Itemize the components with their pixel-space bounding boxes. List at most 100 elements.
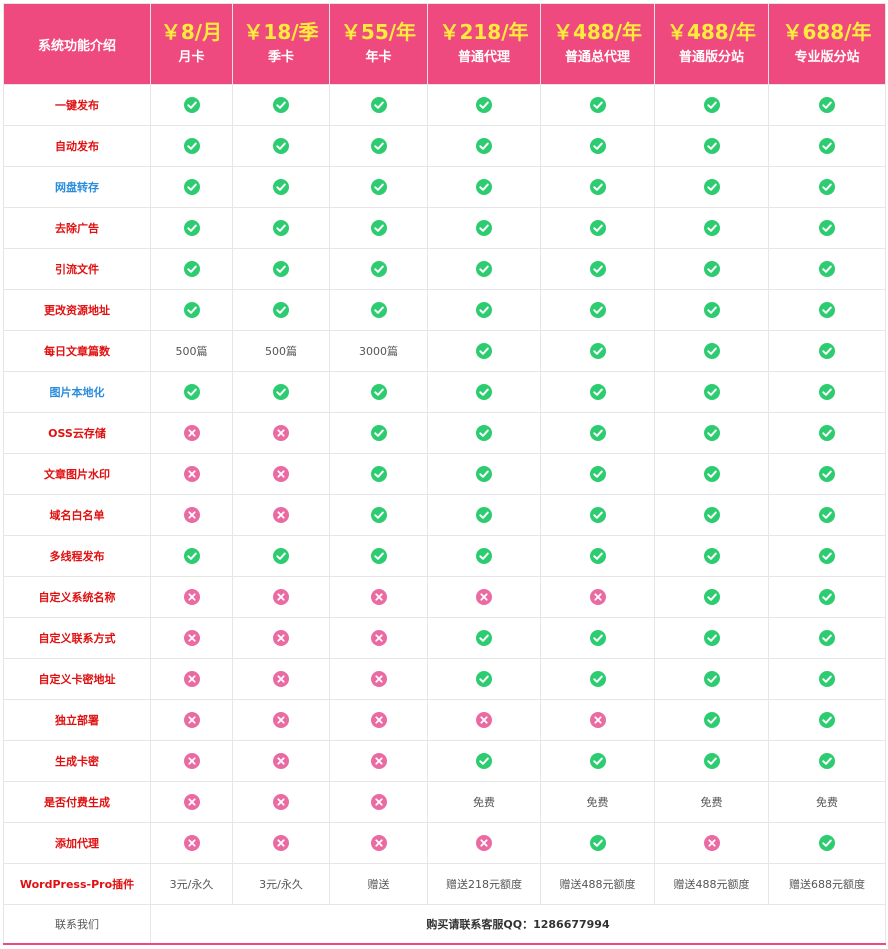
table-cell: 赠送 [329, 863, 428, 905]
table-row: 自定义系统名称 [3, 576, 886, 618]
table-cell [427, 576, 541, 618]
table-cell [427, 535, 541, 577]
check-icon [370, 507, 387, 523]
plan-name: 普通总代理 [564, 50, 630, 65]
cell-text: 免费 [473, 796, 495, 809]
check-icon [273, 302, 289, 318]
check-icon [370, 384, 387, 400]
table-cell [654, 289, 769, 331]
check-icon [703, 384, 720, 400]
check-icon [476, 261, 492, 277]
check-icon [703, 548, 720, 564]
table-cell [540, 576, 655, 618]
table-cell [540, 494, 655, 536]
feature-label: 自定义系统名称 [3, 576, 151, 618]
table-cell [654, 699, 769, 741]
table-cell [232, 494, 330, 536]
table-cell [540, 658, 655, 700]
table-cell [427, 453, 541, 495]
contact-label: 联系我们 [3, 904, 151, 945]
check-icon [273, 384, 289, 400]
check-icon [589, 220, 606, 236]
table-cell: 赠送488元额度 [654, 863, 769, 905]
cross-icon [370, 794, 387, 810]
cross-icon [273, 466, 289, 482]
check-icon [183, 548, 200, 564]
feature-label: WordPress-Pro插件 [3, 863, 151, 905]
check-icon [819, 548, 835, 564]
check-icon [589, 384, 606, 400]
cell-text: 免费 [700, 796, 723, 809]
table-cell [232, 740, 330, 782]
check-icon [370, 97, 387, 113]
check-icon [589, 302, 606, 318]
table-cell [329, 617, 428, 659]
table-cell [427, 371, 541, 413]
table-cell [427, 412, 541, 454]
check-icon [370, 261, 387, 277]
table-cell [768, 207, 886, 249]
table-cell [540, 617, 655, 659]
table-cell [232, 248, 330, 290]
plan-price: ￥488/年 [552, 20, 643, 44]
check-icon [703, 261, 720, 277]
check-icon [476, 630, 492, 646]
table-cell [150, 412, 233, 454]
cross-icon [589, 712, 606, 728]
cross-icon [273, 671, 289, 687]
cross-icon [183, 835, 200, 851]
cross-icon [273, 425, 289, 441]
table-cell [150, 822, 233, 864]
table-cell [654, 371, 769, 413]
table-cell [427, 658, 541, 700]
table-cell: 赠送688元额度 [768, 863, 886, 905]
table-row: 每日文章篇数 500篇 500篇 3000篇 [3, 330, 886, 372]
feature-label: 生成卡密 [3, 740, 151, 782]
table-cell [232, 84, 330, 126]
check-icon [476, 302, 492, 318]
table-cell [654, 576, 769, 618]
check-icon [183, 220, 200, 236]
table-cell [768, 412, 886, 454]
table-cell [768, 453, 886, 495]
check-icon [703, 220, 720, 236]
cross-icon [183, 794, 200, 810]
cross-icon [476, 835, 492, 851]
table-cell [654, 84, 769, 126]
table-row: 自定义卡密地址 [3, 658, 886, 700]
table-cell [329, 125, 428, 167]
check-icon [703, 138, 720, 154]
check-icon [476, 425, 492, 441]
table-cell [232, 781, 330, 823]
table-cell [232, 453, 330, 495]
cross-icon [183, 712, 200, 728]
cell-text: 赠送488元额度 [559, 878, 636, 891]
table-row: WordPress-Pro插件 3元/永久 3元/永久 赠送 赠送218元额度 赠送488… [3, 863, 886, 905]
cell-text: 免费 [816, 796, 838, 809]
check-icon [819, 302, 835, 318]
cross-icon [476, 712, 492, 728]
table-cell [768, 371, 886, 413]
plan-header: ￥18/季 季卡 [232, 3, 330, 85]
check-icon [273, 261, 289, 277]
table-cell [427, 617, 541, 659]
plan-header: ￥218/年 普通代理 [427, 3, 541, 85]
check-icon [703, 425, 720, 441]
table-row: 引流文件 [3, 248, 886, 290]
table-cell [329, 412, 428, 454]
feature-label: 引流文件 [3, 248, 151, 290]
check-icon [819, 466, 835, 482]
check-icon [476, 466, 492, 482]
table-cell [654, 822, 769, 864]
feature-label: 自定义卡密地址 [3, 658, 151, 700]
table-cell [150, 535, 233, 577]
feature-label: OSS云存储 [3, 412, 151, 454]
table-cell [427, 289, 541, 331]
table-row: 图片本地化 [3, 371, 886, 413]
plan-price: ￥8/月 [160, 20, 223, 44]
check-icon [476, 97, 492, 113]
feature-label: 图片本地化 [3, 371, 151, 413]
table-cell [232, 822, 330, 864]
table-row: 去除广告 [3, 207, 886, 249]
table-cell [654, 207, 769, 249]
